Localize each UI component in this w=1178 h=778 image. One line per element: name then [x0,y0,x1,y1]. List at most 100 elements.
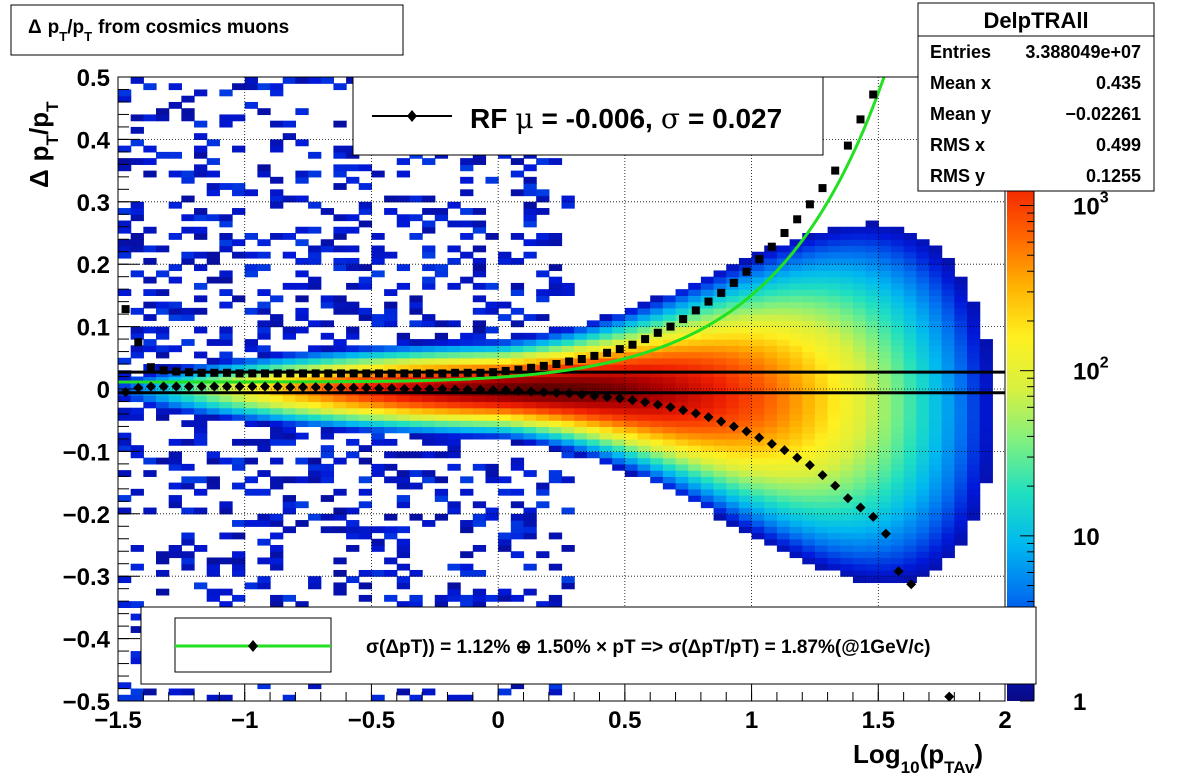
mean-point [614,393,625,404]
heatmap-cell [713,376,727,384]
heatmap-cell [726,438,740,446]
heatmap-cell [118,145,132,153]
heatmap-cell [764,295,778,303]
heatmap-cell [840,538,854,546]
heatmap-cell [675,370,689,378]
heatmap-cell [320,407,335,415]
heatmap-cell [954,351,968,359]
heatmap-cell [536,189,550,197]
heatmap-cell [194,226,208,234]
heatmap-cell [168,438,182,446]
heatmap-cell [346,226,360,234]
heatmap-cell [789,376,803,384]
heatmap-cell [118,376,132,384]
heatmap-cell [599,320,613,328]
sigma-point [691,306,700,315]
heatmap-cell [840,432,854,440]
heatmap-cell [599,376,613,384]
heatmap-cell [308,413,322,421]
heatmap-cell [954,495,968,502]
heatmap-cell [232,357,246,365]
heatmap-cell [574,401,588,409]
heatmap-cell [523,208,537,215]
mean-point [272,381,283,392]
heatmap-cell [371,432,385,440]
heatmap-cell [688,438,702,446]
heatmap-cell [738,395,753,403]
heatmap-cell [219,233,233,240]
heatmap-cell [257,557,271,565]
heatmap-cell [789,413,803,421]
heatmap-cell [257,513,271,521]
heatmap-cell [738,257,753,265]
heatmap-cell [548,351,563,359]
heatmap-cell [941,326,955,334]
heatmap-cell [548,563,563,571]
heatmap-cell [726,451,740,459]
heatmap-cell [979,395,993,403]
heatmap-cell [548,682,563,690]
heatmap-cell [346,257,360,265]
heatmap-cell [384,195,398,203]
heatmap-cell [409,233,423,240]
heatmap-cell [422,245,436,253]
heatmap-cell [118,495,132,502]
heatmap-cell [852,538,867,546]
heatmap-cell [928,501,943,509]
mean-point [412,384,423,394]
heatmap-cell [764,526,778,534]
heatmap-cell [966,457,981,465]
heatmap-cell [789,532,803,540]
heatmap-cell [789,420,803,428]
heatmap-cell [814,295,829,303]
heatmap-cell [688,295,702,303]
heatmap-cell [890,395,905,403]
heatmap-cell [738,463,753,471]
heatmap-cell [688,289,702,296]
heatmap-cell [890,314,905,321]
heatmap-cell [472,339,487,346]
heatmap-cell [814,245,829,253]
heatmap-cell [396,195,411,203]
heatmap-cell [827,326,841,334]
heatmap-cell [738,282,753,290]
heatmap-cell [409,569,423,577]
heatmap-cell [675,364,689,371]
heatmap-cell [396,158,411,165]
heatmap-cell [713,326,727,334]
heatmap-cell [586,426,601,434]
heatmap-cell [726,345,740,353]
sigma-point [210,368,219,377]
heatmap-cell [422,220,436,228]
heatmap-cell [954,314,968,321]
heatmap-cell [675,382,689,390]
heatmap-cell [966,301,981,309]
heatmap-cell [257,445,271,452]
heatmap-cell [206,170,220,178]
heatmap-cell [257,395,271,403]
heatmap-cell [789,438,803,446]
heatmap-cell [612,451,626,459]
heatmap-cell [827,364,841,371]
heatmap-cell [434,214,449,222]
heatmap-cell [624,426,639,434]
heatmap-cell [384,557,398,565]
heatmap-cell [257,488,271,496]
heatmap-cell [852,314,867,321]
heatmap-cell [320,77,335,84]
heatmap-cell [903,407,917,415]
heatmap-cell [320,413,335,421]
heatmap-cell [143,83,157,91]
heatmap-cell [612,407,626,415]
heatmap-cell [840,395,854,403]
heatmap-cell [840,482,854,490]
heatmap-cell [270,563,284,571]
heatmap-cell [865,532,879,540]
heatmap-cell [358,282,373,290]
heatmap-cell [561,382,575,390]
heatmap-cell [890,320,905,328]
heatmap-cell [675,326,689,334]
heatmap-cell [713,470,727,477]
heatmap-cell [700,445,715,452]
heatmap-cell [852,370,867,378]
